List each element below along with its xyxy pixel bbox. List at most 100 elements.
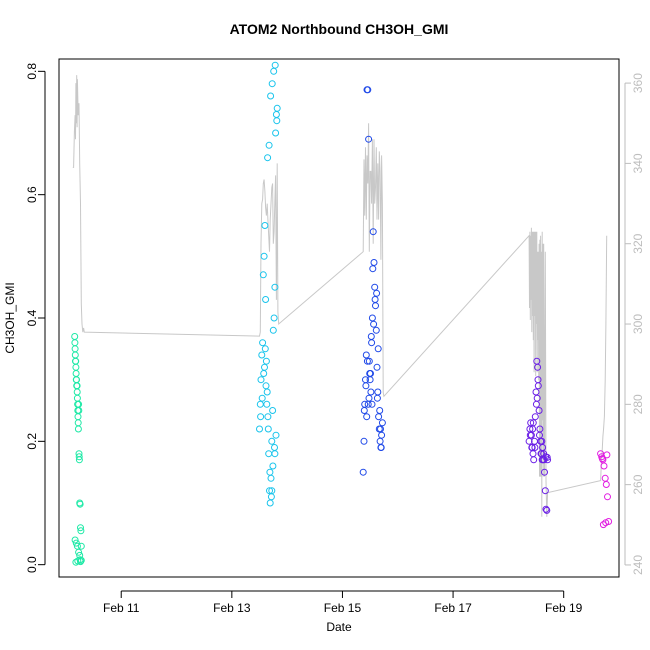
data-point — [371, 296, 379, 303]
y-tick-label: 0.0 — [25, 556, 39, 573]
secondary-series-line — [72, 75, 608, 517]
data-point — [373, 394, 381, 402]
data-point — [526, 431, 534, 439]
data-point — [268, 437, 276, 445]
data-point — [75, 456, 83, 464]
data-point — [72, 539, 80, 547]
data-point — [257, 376, 265, 384]
data-point — [261, 222, 269, 229]
data-point — [542, 505, 550, 513]
data-point — [76, 556, 84, 564]
y-tick-label: 0.6 — [25, 186, 39, 203]
data-point — [268, 80, 276, 88]
data-point — [257, 413, 265, 421]
data-point — [369, 228, 377, 236]
secondary-line-layer — [72, 75, 608, 517]
x-axis-label: Date — [326, 620, 352, 634]
data-point — [262, 296, 270, 303]
data-point — [265, 141, 273, 149]
y-axis-label: CH3OH_GMI — [3, 282, 17, 353]
y2-tick-label: 240 — [631, 555, 645, 575]
data-point — [271, 450, 279, 458]
data-point — [75, 407, 83, 414]
data-point — [363, 357, 371, 365]
data-point — [264, 154, 272, 162]
data-point — [528, 444, 536, 451]
data-point — [258, 351, 266, 359]
data-point — [374, 345, 382, 353]
data-point — [598, 455, 606, 463]
x-tick-label: Feb 19 — [545, 601, 583, 615]
y2-tick-label: 320 — [631, 233, 645, 253]
data-point — [77, 542, 85, 550]
data-point — [377, 425, 384, 433]
data-point — [602, 519, 610, 527]
data-point — [541, 468, 548, 476]
data-point — [365, 135, 373, 143]
data-point — [534, 363, 542, 371]
y2-tick-label: 340 — [631, 153, 645, 173]
data-point — [74, 425, 82, 433]
data-point — [373, 289, 381, 297]
y-tick-label: 0.2 — [25, 433, 39, 450]
data-point — [360, 407, 368, 414]
data-point — [599, 521, 607, 529]
data-point — [530, 456, 538, 464]
data-point — [600, 462, 608, 470]
data-point — [75, 548, 83, 556]
data-point — [75, 453, 83, 461]
data-point — [376, 407, 384, 414]
data-point — [262, 382, 270, 390]
data-point — [76, 500, 84, 508]
data-point — [543, 506, 551, 514]
data-point — [543, 453, 551, 461]
data-point — [377, 444, 385, 451]
y-tick-label: 0.8 — [25, 63, 39, 80]
data-point — [366, 370, 374, 377]
data-point — [267, 92, 275, 100]
data-point — [269, 462, 277, 470]
data-point — [264, 413, 272, 421]
data-point — [359, 468, 367, 476]
plot-frame — [58, 58, 620, 578]
data-point — [264, 425, 272, 433]
data-point — [270, 314, 278, 322]
data-point — [256, 425, 263, 433]
data-point — [259, 339, 267, 347]
data-point — [272, 431, 280, 439]
data-point — [369, 265, 377, 273]
data-point — [367, 388, 375, 396]
data-point — [538, 437, 546, 445]
axes-layer: Feb 11 Feb 13 Feb 15 Feb 17 Feb 19 0.0 0.2 0.4 0… — [25, 63, 645, 615]
points-layer — [71, 61, 613, 566]
x-tick-label: Feb 11 — [103, 601, 140, 615]
data-point — [266, 487, 273, 495]
data-point — [261, 363, 268, 371]
data-point — [527, 419, 535, 427]
data-point — [362, 382, 370, 390]
y2-tick-label: 360 — [631, 73, 645, 93]
data-point — [531, 444, 539, 451]
data-point — [533, 394, 541, 402]
data-point — [258, 394, 266, 402]
data-point — [602, 481, 610, 488]
data-point — [260, 252, 268, 260]
data-point — [367, 333, 375, 340]
data-point — [266, 468, 274, 476]
data-point — [273, 104, 281, 112]
data-point — [371, 283, 379, 291]
x-tick-label: Feb 13 — [213, 601, 251, 615]
data-point — [373, 363, 381, 371]
data-point — [273, 117, 281, 125]
data-point — [365, 357, 373, 365]
y2-tick-label: 280 — [631, 394, 645, 414]
data-point — [268, 487, 276, 495]
data-point — [360, 437, 368, 445]
data-point — [597, 450, 605, 458]
data-point — [536, 431, 543, 439]
data-point — [71, 536, 79, 544]
data-point — [370, 320, 378, 328]
data-point — [77, 524, 84, 532]
